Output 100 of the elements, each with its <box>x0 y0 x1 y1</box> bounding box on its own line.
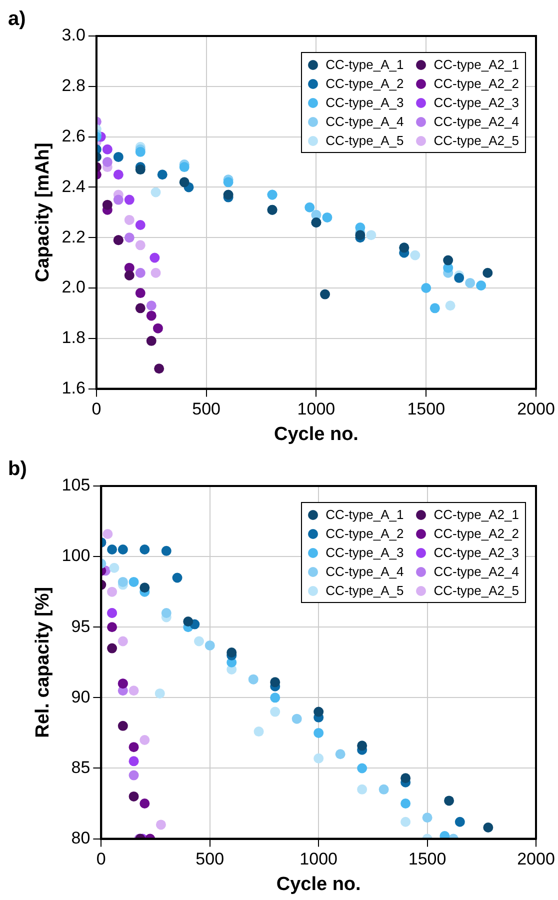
point <box>314 706 324 717</box>
point <box>254 726 264 737</box>
point <box>156 820 166 830</box>
y-tick-label: 90 <box>71 687 90 706</box>
point <box>223 190 234 200</box>
point <box>400 816 411 827</box>
y-tick-label: 1.8 <box>62 328 86 348</box>
y-axis-title: Capacity [mAh] <box>32 142 54 282</box>
point <box>292 714 302 724</box>
point <box>118 544 128 555</box>
x-tick-label: 1000 <box>300 850 338 869</box>
point <box>465 278 476 288</box>
point <box>135 240 146 250</box>
point <box>152 323 163 334</box>
point <box>128 742 139 752</box>
point <box>157 170 168 180</box>
x-tick-label: 500 <box>192 400 221 419</box>
legend-label: CC-type_A_5 <box>326 582 404 600</box>
x-tick-label: 0 <box>92 400 102 419</box>
point <box>154 688 165 698</box>
point <box>322 212 332 222</box>
legend-label: CC-type_A2_3 <box>434 94 519 112</box>
point <box>128 686 139 696</box>
point <box>161 608 172 618</box>
x-tick-label: 1500 <box>408 850 446 869</box>
legend-label: CC-type_A2_5 <box>434 582 519 600</box>
point <box>314 753 324 764</box>
legend-label: CC-type_A_3 <box>326 544 404 562</box>
point <box>454 272 464 283</box>
point <box>140 735 150 746</box>
point <box>248 674 258 684</box>
point <box>172 572 182 583</box>
y-tick-label: 2.2 <box>62 227 86 246</box>
x-axis-title: Cycle no. <box>274 424 358 445</box>
point <box>270 677 280 688</box>
point <box>357 740 368 751</box>
point <box>355 230 366 240</box>
y-tick-label: 2.4 <box>62 176 86 196</box>
legend-label: CC-type_A2_4 <box>434 563 519 581</box>
x-tick-label: 500 <box>196 850 224 869</box>
point <box>421 283 432 293</box>
legend-label: CC-type_A_1 <box>326 56 404 74</box>
point <box>118 576 128 587</box>
point <box>357 784 368 794</box>
point <box>444 796 454 806</box>
point <box>113 194 124 205</box>
legend-label: CC-type_A_3 <box>326 94 404 112</box>
legend-label: CC-type_A2_1 <box>434 56 519 74</box>
point <box>135 146 146 157</box>
point <box>440 830 450 839</box>
point <box>422 812 432 823</box>
chart-title: b) <box>8 458 27 481</box>
point <box>124 232 134 243</box>
point <box>150 268 161 278</box>
point <box>194 636 204 646</box>
point <box>124 194 134 205</box>
point <box>270 692 280 703</box>
point <box>378 784 389 794</box>
legend-label: CC-type_A_5 <box>326 132 404 150</box>
point <box>154 364 164 374</box>
point <box>124 214 134 225</box>
point <box>140 798 150 809</box>
point <box>146 310 156 321</box>
point <box>107 544 118 555</box>
legend-label: CC-type_A2_4 <box>434 113 519 131</box>
point <box>410 250 420 260</box>
y-tick-label: 2.6 <box>62 126 86 146</box>
point <box>124 270 134 280</box>
legend-label: CC-type_A_4 <box>326 113 404 131</box>
legend-label: CC-type_A2_2 <box>434 75 519 93</box>
y-tick-label: 2.0 <box>62 278 86 297</box>
point <box>146 300 156 311</box>
y-tick-label: 95 <box>71 616 90 636</box>
y-tick-label: 105 <box>62 476 90 495</box>
point <box>179 162 190 172</box>
point <box>107 643 118 654</box>
point <box>400 773 411 784</box>
point <box>118 720 128 731</box>
point <box>128 756 139 766</box>
point <box>135 303 146 314</box>
point <box>107 586 118 597</box>
point <box>102 528 113 539</box>
point <box>140 582 150 593</box>
point <box>366 230 376 240</box>
point <box>128 791 139 802</box>
x-tick-label: 2000 <box>517 400 555 419</box>
legend-label: CC-type_A_2 <box>326 525 404 543</box>
point <box>226 648 237 658</box>
x-tick-label: 1000 <box>297 400 336 419</box>
y-tick-label: 1.6 <box>62 378 86 398</box>
legend-label: CC-type_A2_1 <box>434 506 519 524</box>
point <box>102 144 112 154</box>
point <box>320 289 330 300</box>
point <box>140 544 150 555</box>
point <box>146 336 156 346</box>
point <box>135 288 146 298</box>
point <box>304 202 315 212</box>
point <box>150 252 160 263</box>
x-axis-title: Cycle no. <box>276 874 361 895</box>
y-tick-label: 80 <box>71 828 90 848</box>
